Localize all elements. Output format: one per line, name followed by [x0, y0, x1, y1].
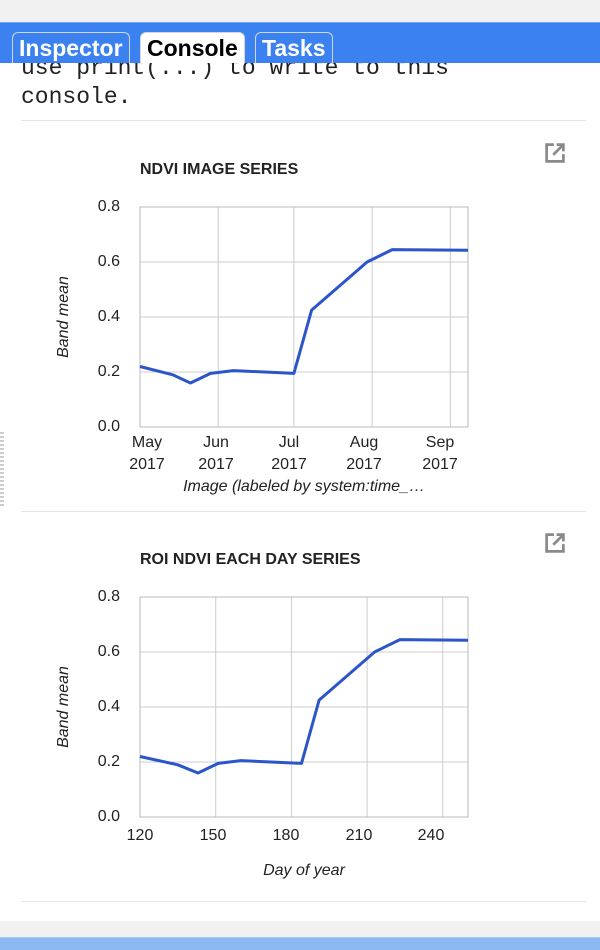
chart-gridlines	[140, 207, 468, 427]
open-in-new-icon[interactable]	[542, 530, 568, 556]
y-axis-label: Band mean	[55, 276, 72, 358]
y-tick-label: 0.2	[98, 753, 120, 770]
console-message-line-1: use print(...) to write to this	[21, 63, 449, 81]
panel-bottom-edge	[0, 921, 600, 937]
chart-title: ROI NDVI EACH DAY SERIES	[140, 551, 361, 568]
y-tick-label: 0.6	[98, 643, 120, 660]
x-tick-month: May	[132, 434, 162, 451]
tab-tasks[interactable]: Tasks	[255, 32, 333, 64]
x-tick-year: 2017	[129, 456, 165, 473]
y-tick-label: 0.4	[98, 308, 120, 325]
bottom-resize-bar[interactable]	[0, 937, 600, 950]
y-tick-label: 0.2	[98, 363, 120, 380]
y-tick-label: 0.6	[98, 253, 120, 270]
y-tick-label: 0.8	[98, 588, 120, 605]
tab-inspector[interactable]: Inspector	[12, 32, 130, 64]
x-tick-label: 180	[273, 827, 300, 844]
x-tick-year: 2017	[346, 456, 382, 473]
x-tick-month: Jun	[203, 434, 229, 451]
console-panel[interactable]: use print(...) to write to this console.…	[0, 63, 600, 921]
console-message-line-2: console.	[21, 84, 132, 110]
tab-console[interactable]: Console	[140, 32, 245, 64]
ndvi-image-series-chart: 0.8 0.6 0.4 0.2 0.0 May 2017 Jun 2017 Ju…	[55, 198, 469, 495]
y-tick-label: 0.0	[98, 418, 120, 435]
tab-bar: Inspector Console Tasks	[0, 22, 600, 64]
x-axis-label: Day of year	[263, 862, 345, 879]
x-tick-year: 2017	[271, 456, 307, 473]
x-tick-year: 2017	[422, 456, 458, 473]
x-tick-year: 2017	[198, 456, 234, 473]
window-top-gap	[0, 0, 600, 22]
y-tick-label: 0.0	[98, 808, 120, 825]
plot-area-frame	[139, 206, 469, 428]
plot-area-frame	[139, 596, 469, 818]
chart-separator	[21, 901, 586, 902]
open-in-new-icon[interactable]	[542, 140, 568, 166]
x-tick-label: 210	[346, 827, 373, 844]
x-tick-month: Sep	[426, 434, 455, 451]
roi-ndvi-each-day-series-chart: 0.8 0.6 0.4 0.2 0.0 120 150 180 210 240 …	[55, 588, 469, 879]
x-tick-month: Jul	[279, 434, 299, 451]
y-tick-label: 0.8	[98, 198, 120, 215]
x-tick-label: 240	[418, 827, 445, 844]
x-tick-month: Aug	[350, 434, 378, 451]
x-axis-label: Image (labeled by system:time_…	[183, 478, 425, 495]
chart-title: NDVI IMAGE SERIES	[140, 161, 299, 178]
series-line-band-mean	[139, 248, 469, 385]
y-tick-label: 0.4	[98, 698, 120, 715]
x-tick-label: 120	[127, 827, 154, 844]
x-tick-label: 150	[200, 827, 227, 844]
chart-gridlines	[140, 597, 468, 817]
console-separator	[21, 120, 586, 121]
panel-resize-handle[interactable]	[0, 432, 4, 508]
series-line-band-mean	[139, 638, 469, 775]
y-axis-label: Band mean	[55, 666, 72, 748]
chart-separator	[21, 511, 586, 512]
